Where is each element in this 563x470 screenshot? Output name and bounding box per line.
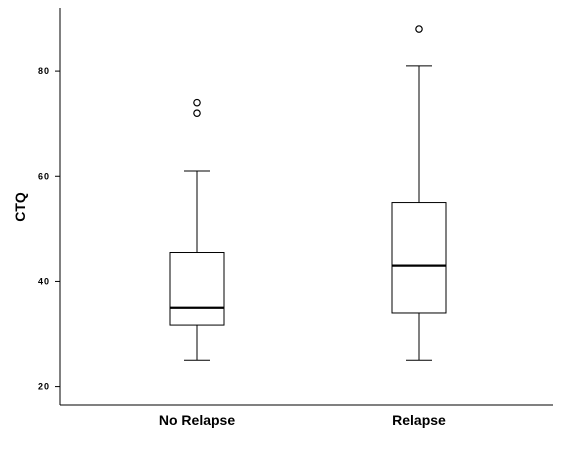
outlier-point-relapse-0 <box>415 25 423 33</box>
y-tick-label-40: 40 <box>38 276 50 286</box>
outlier-point-no-relapse-0 <box>193 109 201 117</box>
category-label-relapse: Relapse <box>392 412 446 428</box>
y-tick-label-60: 60 <box>38 171 50 181</box>
plot-area <box>169 25 447 361</box>
outlier-point-no-relapse-1 <box>193 98 201 107</box>
category-label-no-relapse: No Relapse <box>159 412 235 428</box>
iqr-box-relapse <box>391 202 447 314</box>
box-group-relapse <box>391 25 447 361</box>
y-tick-label-80: 80 <box>38 66 50 76</box>
y-axis-ticks: 20 40 60 80 <box>38 66 60 392</box>
y-axis-title: CTQ <box>12 192 28 222</box>
x-axis-categories: No Relapse Relapse <box>159 412 446 428</box>
y-tick-label-20: 20 <box>38 382 50 392</box>
box-group-no-relapse <box>169 98 225 361</box>
iqr-box-no-relapse <box>169 252 225 326</box>
